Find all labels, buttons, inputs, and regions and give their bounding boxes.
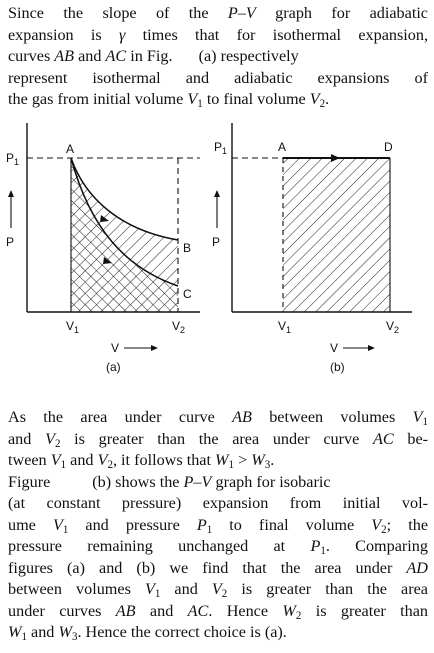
v2-label-b: V2 xyxy=(386,319,399,335)
bottom-line-6: ume V1 and pressure P1 to final volume V… xyxy=(8,515,429,536)
area-under-ad xyxy=(283,158,390,312)
bottom-line-9: between volumes V1 and V2 is greater tha… xyxy=(8,580,428,601)
bottom-paragraph: As the area under curve AB between volum… xyxy=(8,407,428,644)
bottom-line-5: (at constant pressure) expansion from in… xyxy=(8,494,428,512)
v1-label-a: V1 xyxy=(66,319,79,335)
point-a-label-b: A xyxy=(278,140,286,154)
bottom-line-8: figures (a) and (b) we find that the are… xyxy=(8,558,428,577)
arrow-on-ab xyxy=(100,215,109,222)
v2-label-a: V2 xyxy=(172,319,185,335)
top-line-1: Since the slope of the P–V graph for adi… xyxy=(8,4,428,22)
top-line-2: expansion is γ times that for isothermal… xyxy=(8,25,429,44)
bottom-line-7: pressure remaining unchanged at P1. Comp… xyxy=(8,537,428,558)
p1-label-b: P1 xyxy=(214,140,227,156)
point-c-label: C xyxy=(183,287,192,301)
v-arrow-b-head xyxy=(368,345,375,351)
p-arrow-b-head xyxy=(214,190,220,197)
area-under-ac xyxy=(71,158,178,312)
curve-ab xyxy=(70,157,179,241)
point-b-label: B xyxy=(183,241,191,255)
bottom-line-10: under curves AB and AC. Hence W2 is grea… xyxy=(8,601,429,622)
figure: P1 P A B C V1 V2 V (a) xyxy=(0,118,434,388)
p-arrow-a-head xyxy=(8,190,14,197)
p-label-b: P xyxy=(212,235,220,249)
top-line-4: represent isothermal and adiabatic expan… xyxy=(8,68,428,87)
curve-ac xyxy=(70,157,179,287)
top-line-5: the gas from initial volume V1 to final … xyxy=(8,90,330,111)
bottom-line-4: Figure (b) shows the P–V graph for isobar… xyxy=(8,472,331,491)
top-line-3: curves AB and AC in Fig. (a) respectively xyxy=(8,47,299,65)
top-paragraph: Since the slope of the P–V graph for adi… xyxy=(8,3,428,111)
figure-a: P1 P A B C V1 V2 V (a) xyxy=(6,123,200,374)
point-a-label-a: A xyxy=(66,142,74,156)
caption-b: (b) xyxy=(330,360,345,374)
point-d-label: D xyxy=(384,140,393,154)
bottom-line-2: and V2 is greater than the area under cu… xyxy=(8,429,429,450)
bottom-line-3: tween V1 and V2, it follows that W1 > W3… xyxy=(8,451,275,472)
bottom-line-1: As the area under curve AB between volum… xyxy=(8,408,428,429)
bottom-line-11: W1 and W3. Hence the correct choice is (… xyxy=(8,623,287,644)
p1-label-a: P1 xyxy=(6,151,19,167)
pv-diagrams: P1 P A B C V1 V2 V (a) xyxy=(6,123,412,374)
p-label-a: P xyxy=(6,235,14,249)
v-label-b: V xyxy=(330,341,338,355)
v-label-a: V xyxy=(111,341,119,355)
caption-a: (a) xyxy=(106,360,121,374)
arrow-on-ad xyxy=(331,154,340,162)
figure-b: P1 P A D V1 V2 V (b) xyxy=(212,123,412,374)
v-arrow-a-head xyxy=(151,345,158,351)
v1-label-b: V1 xyxy=(278,319,291,335)
arrow-on-ac xyxy=(103,257,112,264)
